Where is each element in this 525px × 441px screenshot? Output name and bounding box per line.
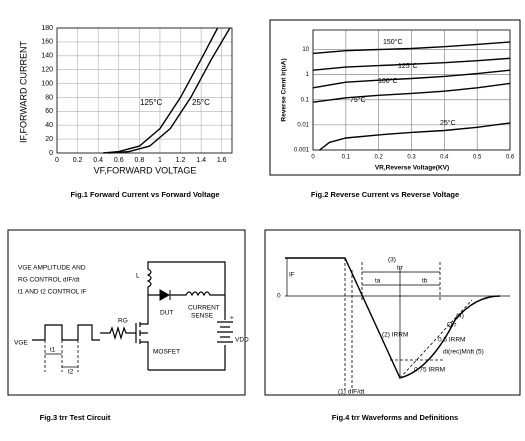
label: tb [422,278,428,285]
x-tick-label: 1.6 [217,157,227,164]
series-label: 100°C [378,77,398,85]
y-tick-label: 0.001 [294,148,310,154]
figure-frame [7,229,246,396]
series-label: 75°C [350,96,366,104]
caption: Fig.4 trr Waveforms and Definitions [332,413,458,422]
y-tick-label: 20 [45,136,53,143]
y-tick-label: 40 [45,122,53,129]
label: SENSE [191,313,214,320]
label: (1) dIF/dt [338,389,365,396]
y-tick-label: 0.01 [297,122,309,128]
y-tick-label: 120 [41,67,53,74]
series-label: 125°C [140,98,163,107]
plot-frame [56,27,233,154]
x-tick-label: 0.2 [374,155,383,161]
x-tick-label: 1.2 [176,157,186,164]
series-line [312,69,511,89]
label: L [136,273,140,280]
x-tick-label: 0.8 [134,157,144,164]
x-tick-label: 0.5 [473,155,482,161]
series-line [312,57,511,71]
y-tick-label: 160 [41,39,53,46]
y-tick-label: 180 [41,25,53,32]
note: RG CONTROL dIF/dt [18,277,80,284]
label: t1 [50,347,56,354]
y-axis-title: Reverse Crent Ir(uA) [281,58,288,121]
caption: Fig.3 trr Test Circuit [40,413,111,422]
x-tick-label: 0.2 [73,157,83,164]
pulse [32,324,100,341]
circuit: VGE AMPLITUDE AND RG CONTROL dIF/dt t1 A… [7,229,249,422]
x-tick-label: 0 [55,157,59,164]
note: VGE AMPLITUDE AND [18,265,86,272]
label: CURRENT [188,305,220,312]
x-axis-title: VF,FORWARD VOLTAGE [94,165,197,175]
waveform: (3) trr ta tb IF 0 (2) IRRM (4) Qrr 0.5 … [264,229,521,422]
label: DUT [160,310,173,317]
y-tick-label: 60 [45,108,53,115]
battery [217,321,233,343]
x-tick-label: 1.4 [196,157,206,164]
mosfet [100,295,149,370]
y-tick-label: 0.1 [301,97,310,103]
label: RG [118,318,128,325]
x-tick-label: 0.3 [407,155,416,161]
x-tick-label: 0.4 [440,155,449,161]
y-tick-label: 100 [41,80,53,87]
label: IF [289,272,295,279]
label: VDD [235,337,249,344]
figure-frame [264,229,521,396]
caption: Fig.2 Reverse Current vs Reverse Voltage [311,190,459,199]
y-axis-title: IF,FORWARD CURRENT [18,41,28,143]
wire [146,261,226,371]
series-label: 25°C [440,119,456,127]
label: t2 [68,369,74,376]
label: di(rec)M/dt (5) [443,349,484,356]
y-tick-label: 1 [306,72,310,78]
figure-frame [269,19,521,176]
label: (3) [388,257,396,264]
series-label: 125°C [398,62,418,70]
plot-frame [312,29,511,151]
y-tick-label: 140 [41,53,53,60]
y-tick-label: 0 [49,150,53,157]
series-label: 25°C [192,98,210,107]
arrow [286,258,440,378]
caption: Fig.1 Forward Current vs Forward Voltage [70,190,219,199]
label: Qrr [447,322,457,329]
label: MOSFET [153,349,180,356]
series-line [312,41,511,55]
x-tick-label: 0 [311,155,315,161]
label: + [230,315,234,322]
label: trr [397,265,404,272]
note: t1 AND t2 CONTROL IF [18,289,87,296]
label: VGE [14,340,28,347]
y-tick-label: 10 [302,47,309,53]
y-tick-label: 80 [45,94,53,101]
label: 0 [277,293,281,300]
x-tick-label: 0.6 [506,155,515,161]
x-tick-label: 0.4 [93,157,103,164]
label: 0.75 IRRM [414,367,445,374]
series-label: 150°C [383,38,403,46]
current-wave [285,257,501,379]
diode [159,289,171,301]
x-tick-label: 0.1 [342,155,351,161]
series-line [319,122,511,151]
x-axis-title: VR,Reverse Voltage(KV) [375,165,449,172]
label: 0.5 IRRM [438,337,465,344]
series-line [108,27,231,154]
label: ta [375,278,381,285]
x-tick-label: 0.6 [114,157,124,164]
arrow [45,353,78,368]
dash [344,258,473,390]
series-line [312,82,511,103]
label: (2) IRRM [382,332,408,339]
x-tick-label: 1 [158,157,162,164]
label: (4) [456,313,464,320]
